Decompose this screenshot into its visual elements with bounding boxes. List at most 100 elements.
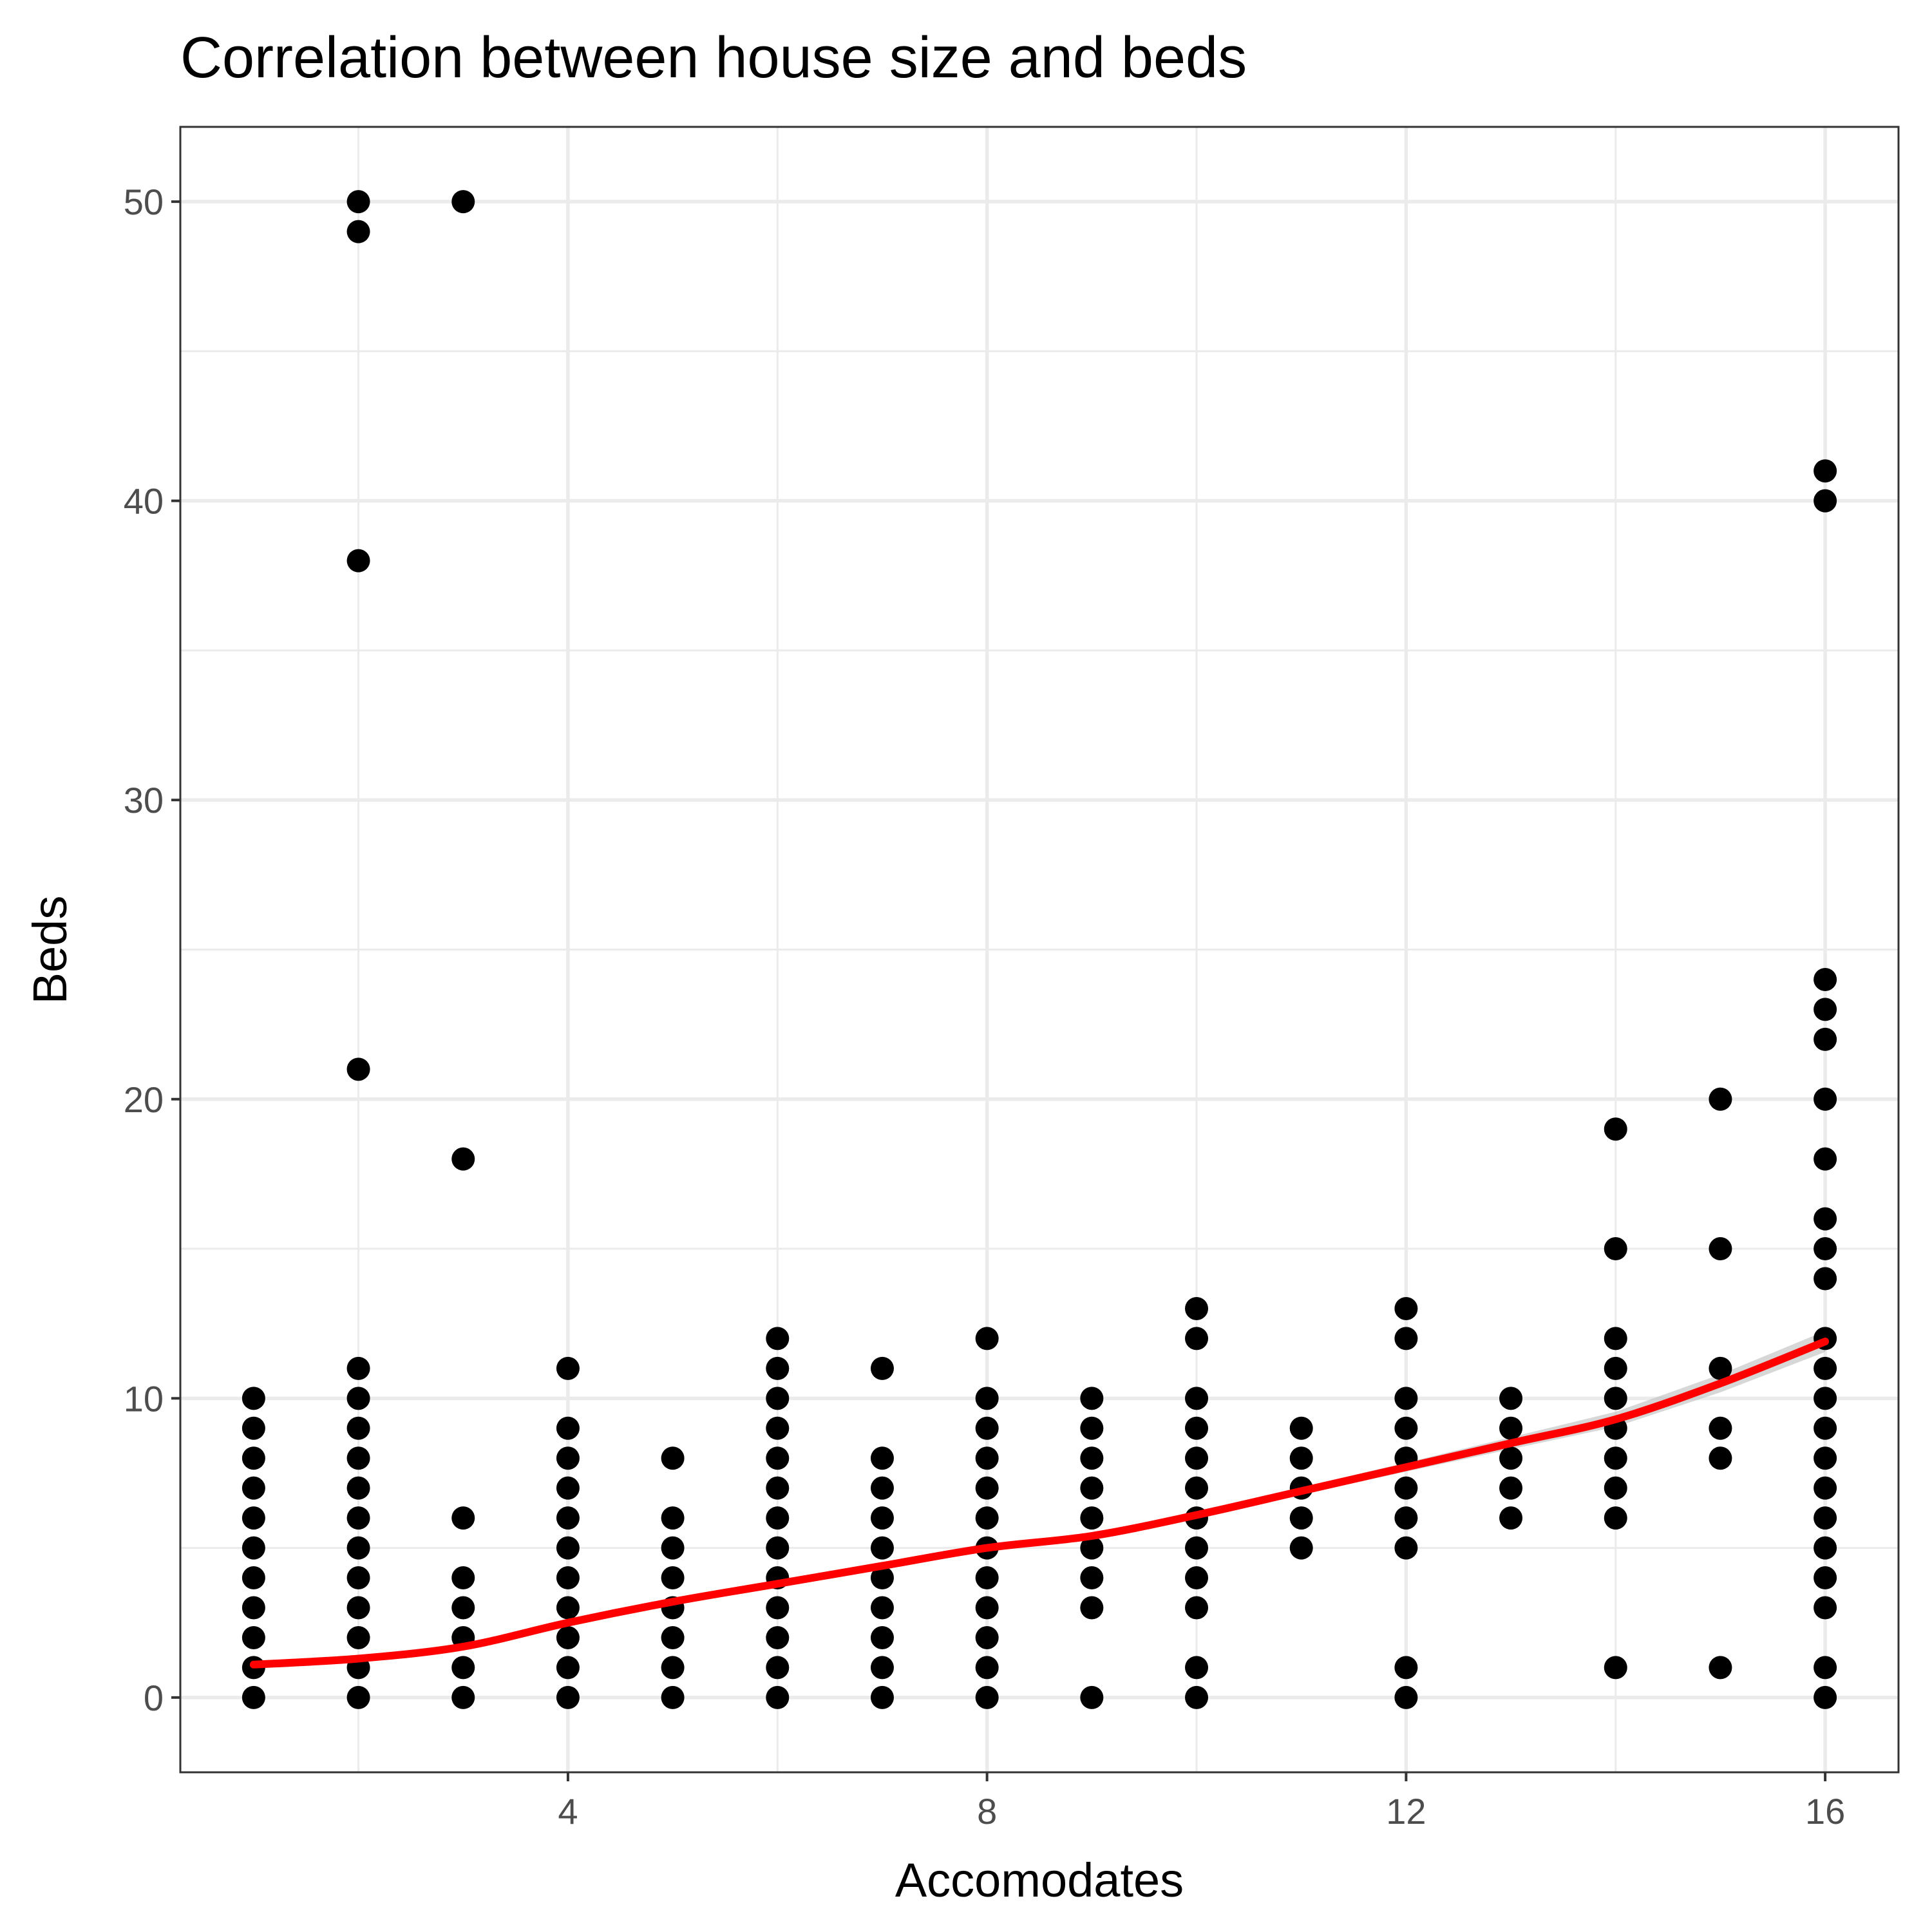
data-point <box>870 1656 894 1680</box>
data-point <box>766 1596 790 1620</box>
data-point <box>556 1446 580 1470</box>
data-point <box>346 1685 370 1709</box>
x-tick-label: 12 <box>1386 1791 1426 1832</box>
data-point <box>1289 1446 1313 1470</box>
data-point <box>1289 1506 1313 1530</box>
data-point <box>346 549 370 573</box>
data-point <box>1814 1476 1837 1500</box>
data-point <box>1185 1656 1209 1680</box>
data-point <box>1185 1476 1209 1500</box>
data-point <box>1185 1416 1209 1440</box>
data-point <box>346 190 370 214</box>
data-point <box>975 1625 999 1649</box>
smooth-line <box>249 1338 1830 1669</box>
data-point <box>1499 1387 1523 1410</box>
data-point <box>1814 1566 1837 1590</box>
data-point <box>242 1387 265 1410</box>
smooth-line-layer <box>249 1338 1830 1669</box>
data-point <box>1499 1446 1523 1470</box>
data-point <box>1814 1387 1837 1410</box>
data-point <box>1814 998 1837 1021</box>
data-point <box>242 1685 265 1709</box>
data-point <box>1604 1237 1627 1261</box>
data-point <box>766 1506 790 1530</box>
data-point <box>1814 1147 1837 1171</box>
data-point <box>1604 1327 1627 1350</box>
data-point <box>766 1656 790 1680</box>
data-point <box>1080 1536 1104 1560</box>
data-point <box>975 1476 999 1500</box>
data-point <box>451 1656 475 1680</box>
data-point <box>1604 1506 1627 1530</box>
data-point <box>766 1685 790 1709</box>
data-point <box>1185 1596 1209 1620</box>
data-point <box>451 1685 475 1709</box>
data-point <box>1709 1237 1732 1261</box>
data-point <box>1185 1327 1209 1350</box>
data-point <box>346 1057 370 1081</box>
data-point <box>661 1685 685 1709</box>
data-point <box>242 1476 265 1500</box>
data-point <box>1289 1416 1313 1440</box>
data-point <box>1080 1446 1104 1470</box>
data-point <box>661 1536 685 1560</box>
data-point <box>870 1625 894 1649</box>
data-point <box>1394 1506 1418 1530</box>
chart-title: Correlation between house size and beds <box>180 26 1247 90</box>
data-point <box>975 1327 999 1350</box>
data-point <box>1709 1416 1732 1440</box>
data-point <box>1814 1087 1837 1111</box>
y-axis-title: Beds <box>23 896 77 1005</box>
data-point <box>661 1566 685 1590</box>
data-point <box>242 1566 265 1590</box>
data-point <box>975 1596 999 1620</box>
data-point <box>766 1356 790 1380</box>
data-point <box>1814 1536 1837 1560</box>
x-tick-label: 16 <box>1805 1791 1845 1832</box>
data-point <box>346 1387 370 1410</box>
data-point <box>1604 1446 1627 1470</box>
data-point <box>556 1566 580 1590</box>
data-point <box>1080 1685 1104 1709</box>
data-point <box>556 1656 580 1680</box>
data-point <box>1185 1296 1209 1320</box>
data-point <box>1709 1446 1732 1470</box>
data-point <box>1814 1446 1837 1470</box>
data-point <box>346 1536 370 1560</box>
data-point <box>870 1506 894 1530</box>
data-point <box>766 1625 790 1649</box>
y-tick-label: 0 <box>144 1678 164 1718</box>
y-tick-label: 40 <box>124 481 164 522</box>
data-point <box>1289 1536 1313 1560</box>
data-point <box>1080 1416 1104 1440</box>
data-point <box>1185 1685 1209 1709</box>
panel-border <box>179 126 1900 1774</box>
data-point <box>870 1356 894 1380</box>
data-point <box>242 1596 265 1620</box>
data-point <box>1394 1685 1418 1709</box>
data-point <box>1080 1387 1104 1410</box>
data-point <box>1394 1387 1418 1410</box>
data-point <box>1604 1387 1627 1410</box>
data-point <box>870 1566 894 1590</box>
data-point <box>556 1356 580 1380</box>
data-point <box>1814 489 1837 513</box>
data-point <box>975 1656 999 1680</box>
axes: 4 8 12 16 0 10 20 30 40 50 <box>124 182 1846 1832</box>
data-point <box>1394 1476 1418 1500</box>
data-point <box>1394 1536 1418 1560</box>
data-point <box>1394 1656 1418 1680</box>
data-point <box>242 1625 265 1649</box>
data-point <box>975 1446 999 1470</box>
data-point <box>556 1625 580 1649</box>
data-point <box>766 1416 790 1440</box>
data-point <box>1499 1476 1523 1500</box>
data-point <box>1080 1566 1104 1590</box>
data-point <box>556 1685 580 1709</box>
data-point <box>1394 1327 1418 1350</box>
data-point <box>346 1566 370 1590</box>
data-point <box>346 1596 370 1620</box>
data-point <box>661 1506 685 1530</box>
data-point <box>346 1476 370 1500</box>
data-point <box>346 1416 370 1440</box>
